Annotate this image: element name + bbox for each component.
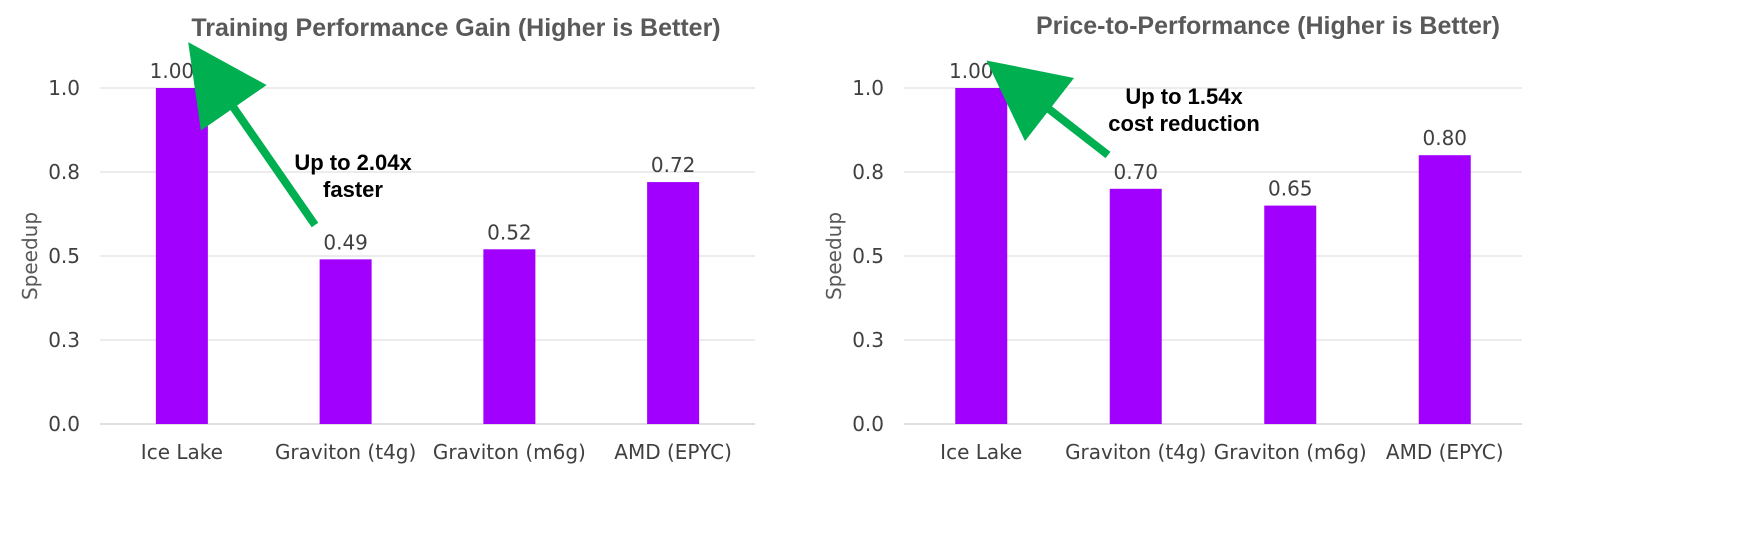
y-tick-label: 1.0 bbox=[48, 76, 80, 100]
bar bbox=[155, 88, 208, 424]
charts-layer: Training Performance Gain (Higher is Bet… bbox=[18, 12, 1522, 464]
data-label: 1.00 bbox=[949, 59, 994, 83]
x-tick-label: Ice Lake bbox=[940, 440, 1022, 464]
y-tick-label: 0.3 bbox=[48, 328, 80, 352]
y-tick-label: 1.0 bbox=[852, 76, 884, 100]
bar bbox=[647, 182, 700, 424]
y-tick-label: 0.5 bbox=[48, 244, 80, 268]
data-label: 0.65 bbox=[1268, 177, 1313, 201]
bar bbox=[1109, 188, 1162, 424]
annotation-text: Up to 1.54x bbox=[1125, 84, 1243, 109]
chart-panel-1: Training Performance Gain (Higher is Bet… bbox=[18, 14, 755, 464]
annotation-text: cost reduction bbox=[1108, 111, 1260, 136]
chart-panel-2: Price-to-Performance (Higher is Better) 0… bbox=[822, 12, 1522, 464]
annotation-text: faster bbox=[323, 177, 383, 202]
bar bbox=[955, 88, 1008, 424]
x-tick-label: Ice Lake bbox=[141, 440, 223, 464]
data-label: 0.52 bbox=[487, 220, 532, 244]
x-tick-label: Graviton (m6g) bbox=[433, 440, 586, 464]
data-label: 0.49 bbox=[323, 230, 368, 254]
annotation-arrow bbox=[188, 42, 319, 228]
x-tick-label: Graviton (t4g) bbox=[275, 440, 416, 464]
y-tick-label: 0.8 bbox=[852, 160, 884, 184]
y-tick-label: 0.3 bbox=[852, 328, 884, 352]
y-axis-label: Speedup bbox=[18, 212, 42, 300]
annotation-text: Up to 2.04x bbox=[294, 150, 412, 175]
data-label: 0.70 bbox=[1113, 160, 1158, 184]
bar bbox=[1418, 155, 1471, 424]
y-tick-label: 0.5 bbox=[852, 244, 884, 268]
bar bbox=[1264, 205, 1317, 424]
chart-title: Price-to-Performance (Higher is Better) bbox=[1036, 12, 1500, 40]
x-tick-label: AMD (EPYC) bbox=[614, 440, 732, 464]
x-tick-label: Graviton (m6g) bbox=[1214, 440, 1367, 464]
data-label: 0.80 bbox=[1422, 126, 1467, 150]
annotation-arrow bbox=[986, 60, 1111, 159]
y-tick-label: 0.8 bbox=[48, 160, 80, 184]
y-tick-label: 0.0 bbox=[852, 412, 884, 436]
y-axis-label: Speedup bbox=[822, 212, 846, 300]
y-tick-label: 0.0 bbox=[48, 412, 80, 436]
x-tick-label: Graviton (t4g) bbox=[1065, 440, 1206, 464]
chart-title: Training Performance Gain (Higher is Bet… bbox=[191, 14, 720, 42]
data-label: 1.00 bbox=[150, 59, 195, 83]
bar bbox=[319, 259, 372, 424]
data-label: 0.72 bbox=[651, 153, 696, 177]
bar bbox=[483, 249, 536, 424]
x-tick-label: AMD (EPYC) bbox=[1386, 440, 1504, 464]
